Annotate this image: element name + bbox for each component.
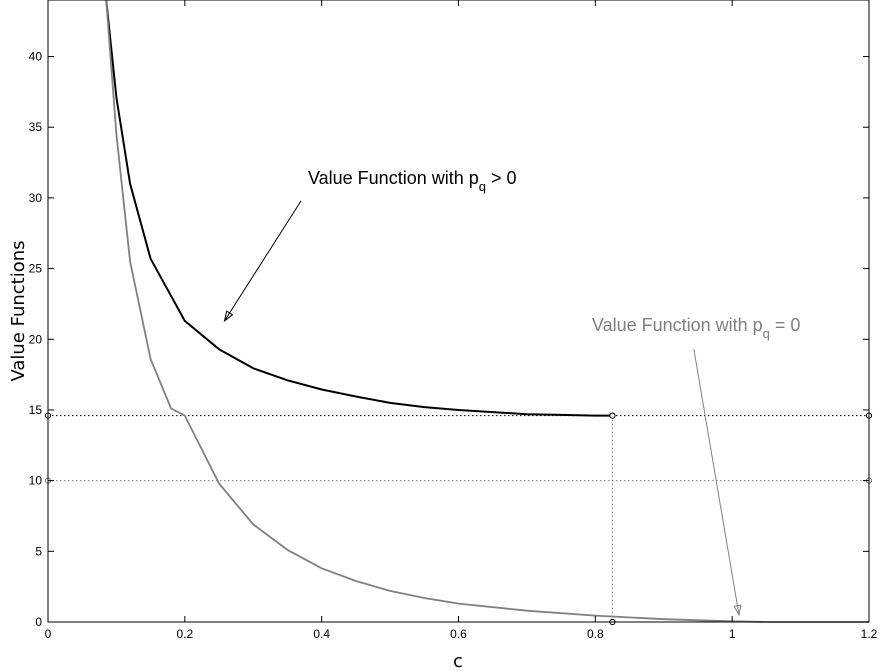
series-lines: [105, 0, 869, 623]
x-tick-label-2: 0.4: [313, 627, 330, 641]
series-line-pq-positive: [105, 0, 613, 417]
y-tick-label-0: 0: [35, 615, 42, 629]
annotation-pq-zero-main: Value Function with p: [592, 315, 763, 335]
y-tick-label-4: 20: [29, 332, 43, 346]
marker-point-1: [609, 412, 616, 419]
y-tick-label-7: 35: [29, 120, 43, 134]
y-tick-label-2: 10: [29, 474, 43, 488]
x-axis-label: c: [453, 651, 463, 671]
annotation-arrowhead-pq-zero: [733, 604, 742, 617]
annotation-pq-zero: Value Function with pq = 0: [592, 315, 801, 341]
x-tick-label-3: 0.6: [450, 627, 467, 641]
annotation-arrowhead-pq-positive: [223, 310, 234, 323]
annotation-arrow-pq-zero: [693, 349, 740, 616]
y-tick-label-6: 30: [29, 191, 43, 205]
y-axis-label: Value Functions: [8, 240, 29, 381]
annotation-pq-zero-sub: q: [763, 326, 770, 341]
x-tick-label-5: 1: [729, 627, 736, 641]
annotation-arrow-pq-positive: [224, 200, 302, 322]
annotation-pq-zero-suffix: = 0: [770, 315, 801, 335]
x-tick-label-4: 0.8: [587, 627, 604, 641]
annotation-pq-positive-sub: q: [479, 179, 486, 194]
annotation-pq-positive-main: Value Function with p: [308, 168, 479, 188]
series-line-pq-zero: [105, 0, 869, 623]
plot-frame: [47, 0, 870, 623]
y-tick-label-5: 25: [29, 262, 43, 276]
annotations: Value Function with pq > 0 Value Functio…: [223, 168, 801, 617]
annotation-pq-positive-suffix: > 0: [486, 168, 517, 188]
annotation-pq-positive: Value Function with pq > 0: [308, 168, 517, 194]
y-tick-label-3: 15: [29, 403, 43, 417]
x-tick-label-6: 1.2: [861, 627, 878, 641]
y-tick-label-1: 5: [35, 544, 42, 558]
y-tick-label-8: 40: [29, 50, 43, 64]
x-tick-label-0: 0: [45, 627, 52, 641]
x-tick-label-1: 0.2: [176, 627, 193, 641]
